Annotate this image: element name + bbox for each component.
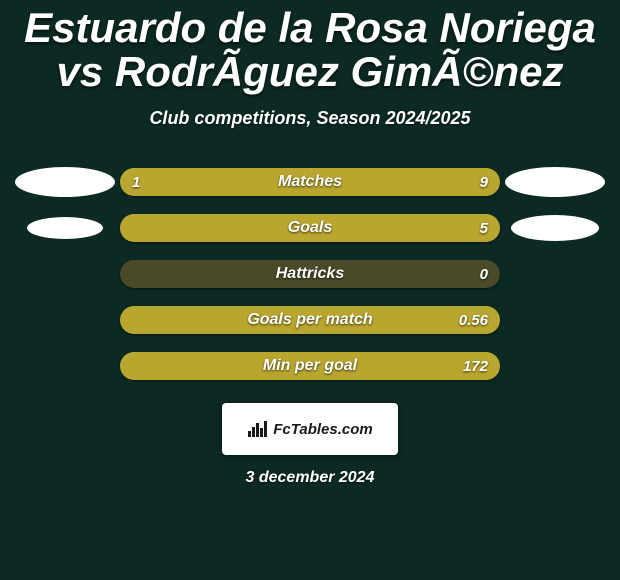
bars-icon [247,419,267,439]
player-avatar-right [505,167,605,197]
stat-row: 5Goals [10,213,610,243]
stat-bar: 0.56Goals per match [120,306,500,334]
player-avatar-right [511,215,599,241]
avatar-col-left [10,217,120,239]
content: Estuardo de la Rosa Noriega vs RodrÃ­gue… [0,0,620,580]
comparison-chart: 19Matches 5Goals 0Hattricks 0.56Goals per m… [0,167,620,381]
stat-label: Matches [120,168,500,196]
stat-label: Goals [120,214,500,242]
stat-bar: 0Hattricks [120,260,500,288]
source-badge[interactable]: FcTables.com [222,403,398,455]
stat-bar: 5Goals [120,214,500,242]
stat-row: 19Matches [10,167,610,197]
subtitle: Club competitions, Season 2024/2025 [0,108,620,129]
player-avatar-left [27,217,103,239]
avatar-col-left [10,167,120,197]
stat-label: Min per goal [120,352,500,380]
avatar-col-right [500,215,610,241]
stat-row: 172Min per goal [10,351,610,381]
player-avatar-left [15,167,115,197]
avatar-col-right [500,167,610,197]
stat-label: Hattricks [120,260,500,288]
stat-bar: 172Min per goal [120,352,500,380]
source-badge-text: FcTables.com [273,421,372,438]
date-label: 3 december 2024 [0,469,620,487]
stat-bar: 19Matches [120,168,500,196]
stat-label: Goals per match [120,306,500,334]
stat-row: 0.56Goals per match [10,305,610,335]
stat-row: 0Hattricks [10,259,610,289]
page-title: Estuardo de la Rosa Noriega vs RodrÃ­gue… [0,0,620,94]
